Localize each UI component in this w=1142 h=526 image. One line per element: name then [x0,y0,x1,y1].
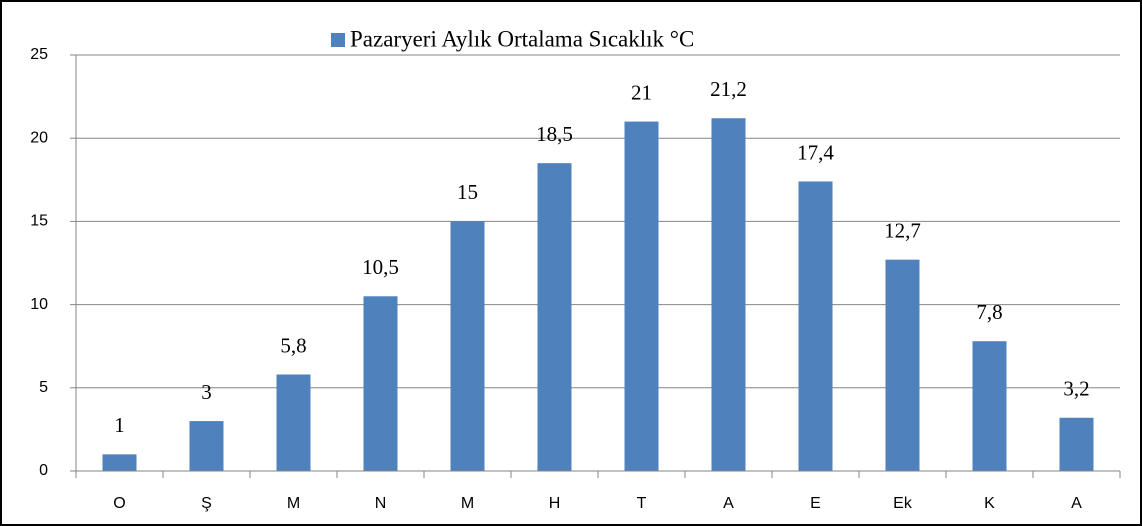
x-tick-label: N [375,495,387,512]
data-label: 18,5 [536,122,573,146]
bar [189,421,224,471]
data-label: 10,5 [362,255,399,279]
data-label: 21,2 [710,77,747,101]
x-tick-label: M [287,495,300,512]
data-label: 3,2 [1063,377,1089,401]
y-tick-label: 0 [39,462,48,479]
y-tick-label: 5 [39,379,48,396]
bar [972,341,1007,471]
y-tick-label: 10 [30,296,48,313]
x-tick-label: T [637,495,647,512]
x-tick-label: K [984,495,995,512]
bar [102,454,137,471]
data-label: 17,4 [797,140,834,164]
bar [711,118,746,472]
bar [363,296,398,471]
x-tick-label: Ek [893,495,913,512]
x-tick-label: A [723,495,734,512]
x-tick-label: M [461,495,474,512]
x-tick-label: E [810,495,821,512]
bar [450,221,485,471]
bar [798,181,833,472]
data-label: 7,8 [976,300,1002,324]
y-tick-label: 15 [30,213,48,230]
legend-swatch [331,33,345,47]
x-tick-label: A [1071,495,1082,512]
y-tick-label: 20 [30,129,48,146]
data-label: 5,8 [280,333,306,357]
data-label: 3 [201,380,212,404]
bar [885,259,920,471]
x-tick-label: Ş [201,495,212,512]
data-label: 1 [114,413,125,437]
bar [1059,417,1094,471]
data-label: 12,7 [884,218,921,242]
legend-label: Pazaryeri Aylık Ortalama Sıcaklık °C [350,26,694,51]
y-tick-label: 25 [30,46,48,63]
bar [276,374,311,471]
x-tick-label: H [549,495,561,512]
x-tick-label: O [113,495,125,512]
bar [537,163,572,471]
data-label: 15 [457,180,478,204]
bar [624,121,659,471]
data-label: 21 [631,80,652,104]
